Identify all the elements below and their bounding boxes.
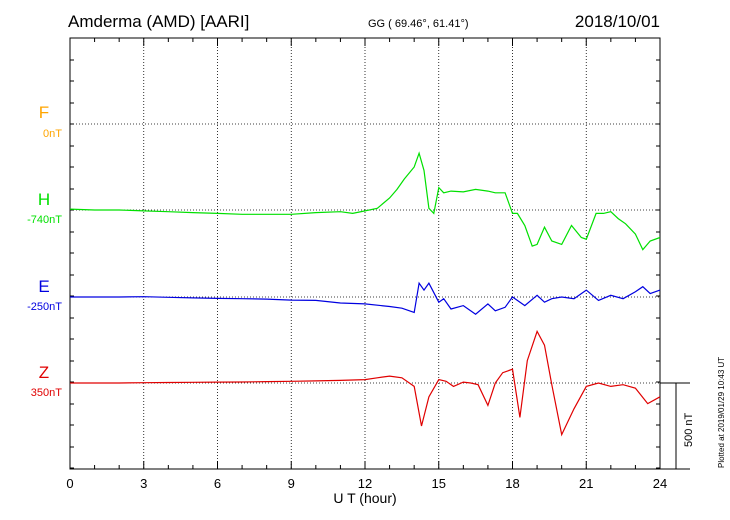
x-tick-label: 24 (653, 476, 667, 491)
series-name-label: H (38, 190, 50, 209)
series-lines (69, 151, 661, 437)
series-name-label: Z (39, 363, 49, 382)
scale-bar: 500 nT (660, 382, 695, 470)
x-tick-label: 0 (66, 476, 73, 491)
series-name-label: F (39, 103, 49, 122)
series-line-E (70, 281, 661, 315)
series-labels: F 0nT H -740nT E -250nT Z 350nT (27, 103, 62, 399)
series-name-label: E (38, 277, 49, 296)
grid-lines (70, 38, 660, 469)
scale-bar-label: 500 nT (683, 412, 695, 447)
x-tick-label: 18 (505, 476, 519, 491)
axis-ticks (69, 37, 661, 469)
series-line-H (69, 151, 661, 251)
x-axis-label: U T (hour) (333, 490, 396, 506)
station-title: Amderma (AMD) [AARI] (68, 12, 249, 31)
plotted-timestamp: Plotted at 2019/01/29 10:43 UT (717, 357, 726, 468)
coordinates-label: GG ( 69.46°, 61.41°) (368, 18, 469, 30)
x-tick-label: 3 (140, 476, 147, 491)
x-tick-label: 15 (432, 476, 446, 491)
series-baseline-label: 0nT (43, 128, 62, 140)
x-tick-label: 12 (358, 476, 372, 491)
x-tick-label: 21 (579, 476, 593, 491)
x-tick-labels: 0 3 6 9 12 15 18 21 24 (66, 476, 667, 491)
series-baseline-label: -740nT (27, 214, 62, 226)
series-baseline-label: -250nT (27, 301, 62, 313)
x-tick-label: 9 (288, 476, 295, 491)
x-tick-label: 6 (214, 476, 221, 491)
series-line-Z (70, 329, 661, 437)
series-baseline-label: 350nT (31, 387, 62, 399)
date-label: 2018/10/01 (575, 12, 660, 31)
